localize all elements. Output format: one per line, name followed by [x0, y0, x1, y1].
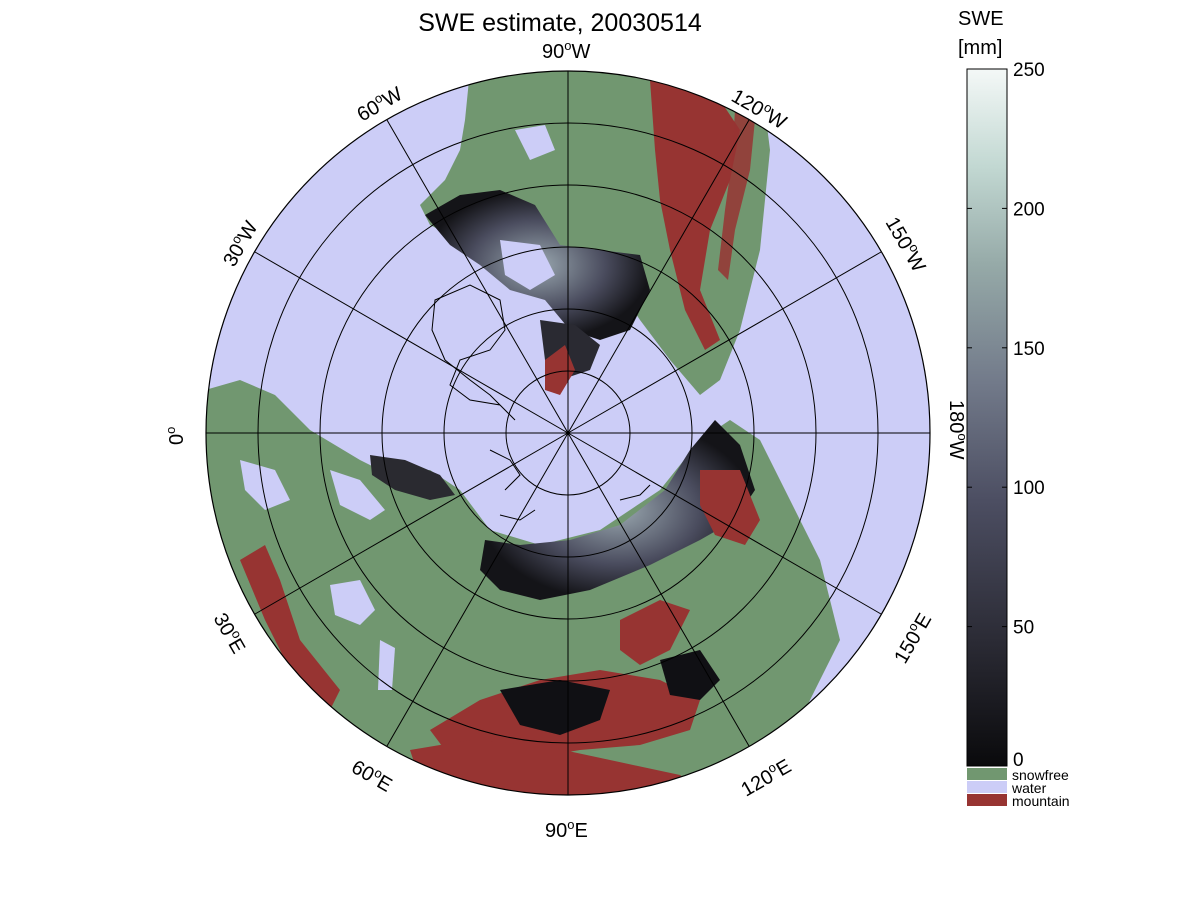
legend-swatch-snowfree	[967, 768, 1007, 780]
legend-label-mountain: mountain	[1012, 793, 1070, 809]
legend-label-water: water	[1011, 780, 1047, 796]
colorbar-title: SWE	[958, 8, 1004, 30]
mountain-west-coast	[650, 80, 740, 350]
snow-scandinavia	[370, 455, 455, 500]
colorbar-unit: [mm]	[958, 37, 1002, 59]
water-black-caspian	[330, 580, 375, 625]
colorbar-tick-label: 150	[1013, 339, 1045, 360]
snow-siberia	[480, 420, 755, 600]
mountain-far-east	[620, 600, 690, 665]
colorbar-tick-label: 50	[1013, 618, 1034, 639]
lon-label-0: 0o	[163, 427, 188, 445]
map-frame	[205, 70, 931, 796]
colorbar-tick-label: 250	[1013, 60, 1045, 81]
water-baltic	[330, 470, 385, 520]
colorbar-tick-label: 200	[1013, 199, 1045, 220]
colorbar-ticks: 0 50 100 150 200 250	[967, 60, 1045, 771]
colorbar-tick-label: 100	[1013, 478, 1045, 499]
water-north-sea	[240, 460, 290, 510]
map-title: SWE estimate, 20030514	[418, 9, 702, 37]
legend-swatch-water	[967, 781, 1007, 793]
snow-tibet	[500, 680, 610, 735]
legend-swatch-mountain	[967, 794, 1007, 806]
mountain-europe	[240, 545, 340, 710]
lon-label-60e: 60oE	[348, 754, 398, 797]
coast-arctic-islands	[489, 449, 651, 521]
colorbar-ramp	[966, 68, 1008, 767]
water-hudson-bay	[500, 240, 555, 290]
water-caspian	[378, 640, 395, 690]
lon-label-150e: 150oE	[888, 608, 937, 667]
lon-label-120e: 120oE	[736, 753, 795, 802]
colorbar: SWE [mm] 0 50 100 150 200 250 snowfree water …	[958, 8, 1070, 809]
meridian-grid	[206, 71, 930, 795]
colorbar-legend: snowfree water mountain	[967, 767, 1070, 809]
lon-label-90w: 90oW	[542, 38, 590, 63]
legend-label-snowfree: snowfree	[1012, 767, 1069, 783]
lon-label-90e: 90oE	[545, 817, 588, 842]
polar-map	[206, 71, 930, 795]
lon-label-180w: 180oW	[945, 400, 970, 460]
water-canada-lakes	[515, 125, 555, 160]
snow-north-china	[660, 650, 720, 700]
mountain-rockies	[718, 110, 755, 280]
colorbar-tick-label: 0	[1013, 750, 1024, 771]
lon-label-30e: 30oE	[209, 608, 252, 658]
